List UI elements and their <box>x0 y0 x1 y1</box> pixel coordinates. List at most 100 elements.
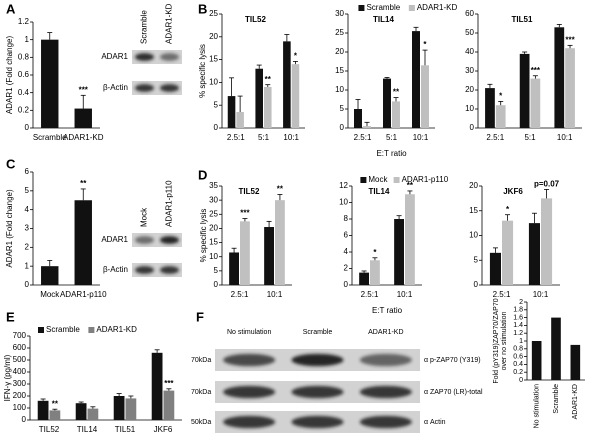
bar <box>275 200 285 285</box>
y-tick-label: 8 <box>344 214 349 223</box>
y-tick-label: 6 <box>344 231 349 240</box>
row-label: α ZAP70 (LR)-total <box>424 389 483 396</box>
y-axis-label: over no stimulation <box>501 312 508 371</box>
bar <box>41 266 59 285</box>
y-tick-label: 30 <box>465 66 474 75</box>
y-tick-label: 300 <box>13 379 27 388</box>
y-tick-label: 15 <box>335 66 344 75</box>
y-tick-label: 0.2 <box>18 105 30 114</box>
x-tick-label: TIL52 <box>39 425 60 434</box>
bar <box>87 408 99 420</box>
y-tick-label: 5 <box>25 186 30 195</box>
x-tick-label: 2.5:1 <box>361 290 379 299</box>
y-tick-label: 0 <box>214 280 219 289</box>
panel-label: D <box>198 167 207 182</box>
blot-band <box>359 415 412 429</box>
y-tick-label: 5 <box>474 255 479 264</box>
y-tick-label: 600 <box>13 343 27 352</box>
significance-label: *** <box>79 85 89 94</box>
y-tick-label: 15 <box>209 55 218 64</box>
bar <box>405 194 415 285</box>
x-tick-label: 10:1 <box>557 133 573 142</box>
bar <box>74 200 92 285</box>
bar <box>49 410 61 420</box>
blot-band <box>291 415 344 429</box>
x-tick-label: 2.5:1 <box>354 133 372 142</box>
blot-band <box>135 266 154 274</box>
bar <box>363 126 371 128</box>
y-tick-label: 0.8 <box>513 346 523 353</box>
bar <box>74 108 92 128</box>
significance-label: *** <box>164 379 174 388</box>
y-tick-label: 15 <box>469 206 478 215</box>
bar <box>75 403 87 420</box>
lane-label: ADAR1-KD <box>165 3 174 44</box>
y-tick-label: 50 <box>465 28 474 37</box>
legend-swatch <box>38 327 44 333</box>
bar <box>163 390 175 420</box>
bar <box>495 105 506 128</box>
panel-label: E <box>6 309 15 324</box>
y-tick-label: 20 <box>335 47 344 56</box>
x-tick-label: TIL51 <box>115 425 136 434</box>
x-tick-label: ADAR1-p110 <box>60 290 107 299</box>
bar <box>236 112 244 128</box>
bar <box>227 96 236 128</box>
blot-band <box>160 84 179 92</box>
y-tick-label: 5 <box>214 100 219 109</box>
bar <box>485 88 495 128</box>
y-tick-label: 10 <box>339 198 348 207</box>
x-tick-label: TIL14 <box>77 425 98 434</box>
y-tick-label: 500 <box>13 355 27 364</box>
blot-band <box>223 385 276 399</box>
legend-label: Scramble <box>46 325 80 334</box>
y-tick-label: 100 <box>13 403 27 412</box>
y-tick-label: 6 <box>25 167 30 176</box>
y-axis-label: IFN-γ (pg/ml) <box>3 354 12 401</box>
bar <box>37 400 49 420</box>
chart-title: JKF6 <box>503 187 523 196</box>
lane-label: Scramble <box>140 10 149 44</box>
significance-label: ** <box>265 75 272 84</box>
size-label: 50kDa <box>191 419 211 426</box>
bar <box>240 221 250 285</box>
y-tick-label: 1.8 <box>513 307 523 314</box>
bar <box>502 220 514 285</box>
bar <box>370 260 380 285</box>
y-tick-label: 0 <box>474 280 479 289</box>
legend-swatch <box>360 177 367 183</box>
y-tick-label: 0 <box>470 123 475 132</box>
y-tick-label: 0.8 <box>18 52 30 61</box>
y-tick-label: 10 <box>469 231 478 240</box>
significance-label: ** <box>80 179 87 188</box>
bar <box>291 64 300 128</box>
significance-label: *** <box>531 66 541 75</box>
y-tick-label: 0.4 <box>513 361 523 368</box>
blot-band <box>223 353 276 367</box>
y-tick-label: 2 <box>344 264 349 273</box>
x-tick-label: Mock <box>40 290 60 299</box>
blot-band <box>135 84 154 92</box>
y-tick-label: 0.4 <box>18 88 30 97</box>
bar <box>551 317 561 380</box>
lane-label: No stimulation <box>227 329 271 336</box>
x-tick-label: 10:1 <box>397 290 413 299</box>
row-label: ADAR1 <box>101 235 128 244</box>
bar <box>255 68 263 128</box>
row-label: β-Actin <box>103 83 128 92</box>
y-tick-label: 20 <box>209 32 218 41</box>
y-tick-label: 200 <box>13 391 27 400</box>
y-tick-label: 30 <box>335 9 344 18</box>
row-label: β-Actin <box>103 265 128 274</box>
legend-swatch <box>358 5 365 11</box>
blot-band <box>291 353 344 367</box>
bar <box>264 227 274 285</box>
significance-label: *** <box>240 209 250 218</box>
bar <box>113 396 125 420</box>
y-tick-label: 1 <box>25 261 30 270</box>
y-tick-label: 20 <box>465 85 474 94</box>
blot-band <box>135 53 154 61</box>
y-tick-label: 5 <box>340 104 345 113</box>
row-label: α Actin <box>424 419 446 426</box>
